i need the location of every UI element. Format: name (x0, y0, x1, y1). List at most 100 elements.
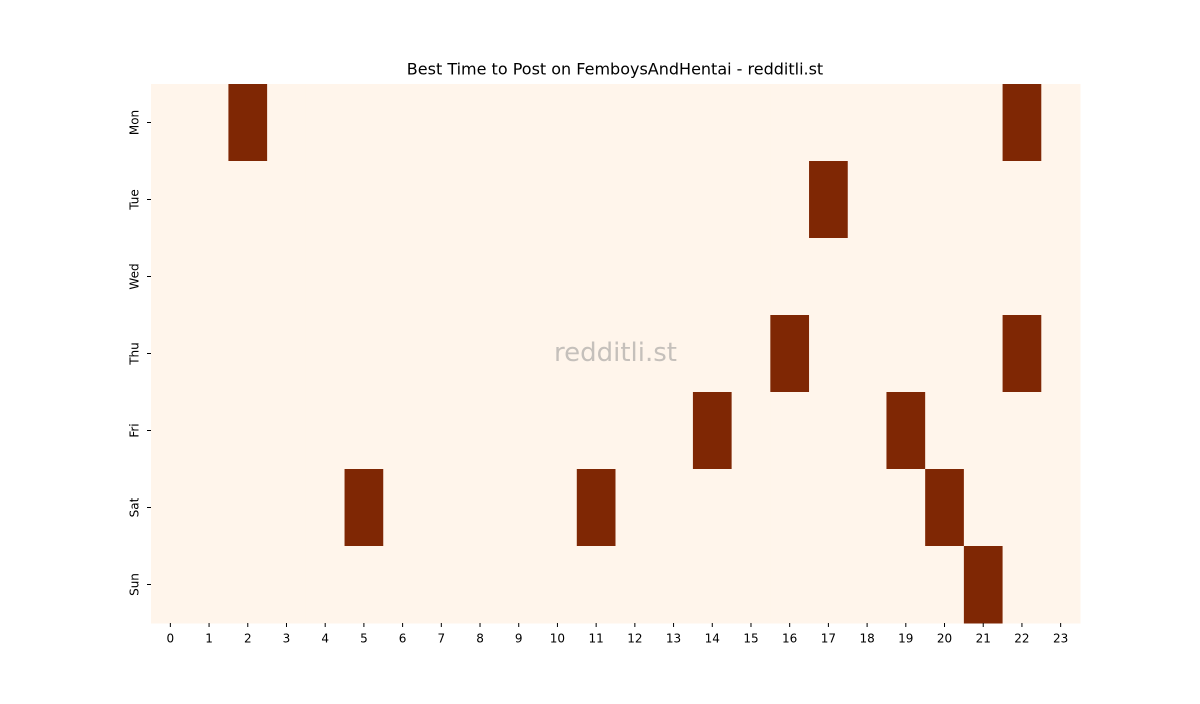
heat-cell (189, 315, 229, 393)
heat-cell (731, 84, 771, 162)
heat-cell (925, 238, 965, 316)
heat-cell (615, 546, 655, 624)
y-tick-label: Sun (128, 573, 142, 596)
heat-cell (1002, 469, 1042, 547)
heat-cell (305, 238, 346, 316)
heat-cell (305, 84, 346, 162)
heat-cell (383, 546, 423, 624)
heat-cell (305, 315, 346, 393)
heat-cell (1002, 315, 1042, 393)
x-tick-label: 14 (705, 632, 720, 646)
heat-cell (228, 315, 268, 393)
heat-cell (460, 161, 500, 239)
heat-cell (267, 238, 307, 316)
x-tick-label: 7 (437, 632, 445, 646)
heat-cell (925, 84, 965, 162)
heat-cell (267, 161, 307, 239)
heat-cell (809, 546, 849, 624)
heat-cell (770, 84, 810, 162)
heat-cell (460, 469, 500, 547)
heat-cell (731, 238, 771, 316)
heat-cell (615, 315, 655, 393)
heat-cell (151, 469, 191, 547)
x-tick-label: 9 (515, 632, 523, 646)
heat-cell (151, 546, 191, 624)
y-tick-label: Tue (128, 189, 142, 211)
heat-cell (1002, 238, 1042, 316)
heat-cell (576, 84, 616, 162)
y-tick-label: Wed (128, 263, 142, 289)
heat-cell (460, 392, 500, 470)
heat-cell (886, 84, 926, 162)
heat-cell (654, 315, 694, 393)
x-tick-label: 21 (976, 632, 991, 646)
x-tick-label: 10 (550, 632, 565, 646)
heat-cell (654, 392, 694, 470)
heat-cell (809, 238, 849, 316)
heat-cell (847, 469, 887, 547)
heat-cell (886, 392, 926, 470)
heat-cell (344, 546, 384, 624)
watermark: redditli.st (554, 338, 677, 368)
heat-cell (499, 238, 539, 316)
heat-cell (189, 392, 229, 470)
heat-cell (654, 469, 694, 547)
heat-cell (692, 238, 733, 316)
heat-cell (383, 315, 423, 393)
heat-cell (692, 546, 733, 624)
y-tick-label: Thu (128, 342, 142, 366)
heat-cell (189, 238, 229, 316)
heat-cell (731, 315, 771, 393)
heat-cell (654, 84, 694, 162)
heat-cell (963, 392, 1004, 470)
heat-cell (228, 469, 268, 547)
heat-cell (344, 315, 384, 393)
heat-cell (576, 392, 616, 470)
heat-cell (538, 469, 578, 547)
heat-cell (421, 315, 462, 393)
heat-cell (421, 161, 462, 239)
heat-cell (267, 469, 307, 547)
heat-cell (421, 84, 462, 162)
heat-cell (963, 546, 1004, 624)
heat-cell (925, 546, 965, 624)
heat-cell (1041, 392, 1081, 470)
heat-cell (886, 546, 926, 624)
heat-cell (1002, 546, 1042, 624)
heat-cell (538, 238, 578, 316)
x-tick-label: 20 (937, 632, 952, 646)
heat-cell (615, 161, 655, 239)
heat-cell (499, 392, 539, 470)
heat-cell (847, 161, 887, 239)
heat-cell (383, 161, 423, 239)
heat-cell (731, 392, 771, 470)
heat-cell (344, 469, 384, 547)
heat-cell (886, 238, 926, 316)
heat-cell (1041, 238, 1081, 316)
heat-cell (886, 161, 926, 239)
heat-cell (267, 392, 307, 470)
heat-cell (538, 84, 578, 162)
heat-cell (576, 469, 616, 547)
heat-cell (615, 238, 655, 316)
heat-cell (731, 469, 771, 547)
heat-cell (615, 469, 655, 547)
heat-cell (383, 238, 423, 316)
heat-cell (692, 315, 733, 393)
heat-cell (151, 392, 191, 470)
heat-cell (228, 238, 268, 316)
heat-cell (189, 84, 229, 162)
heat-cell (847, 392, 887, 470)
heat-cell (925, 469, 965, 547)
y-tick-label: Mon (128, 110, 142, 135)
heat-cell (228, 84, 268, 162)
heat-cell (925, 161, 965, 239)
heat-cell (383, 469, 423, 547)
heat-cell (770, 315, 810, 393)
heat-cell (267, 315, 307, 393)
heat-cell (151, 315, 191, 393)
heat-cell (228, 392, 268, 470)
heat-cell (963, 315, 1004, 393)
heat-cell (576, 546, 616, 624)
